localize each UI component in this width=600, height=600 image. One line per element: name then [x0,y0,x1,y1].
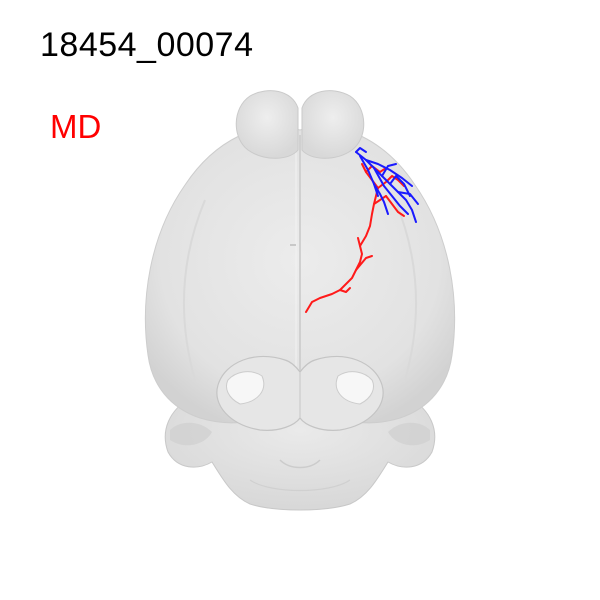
neuron-id-title: 18454_00074 [40,26,254,64]
region-label: MD [50,108,102,145]
neuron-dendrite-trace [355,147,419,223]
olfactory-bulbs [235,90,365,159]
midbrain-shape [216,355,384,431]
